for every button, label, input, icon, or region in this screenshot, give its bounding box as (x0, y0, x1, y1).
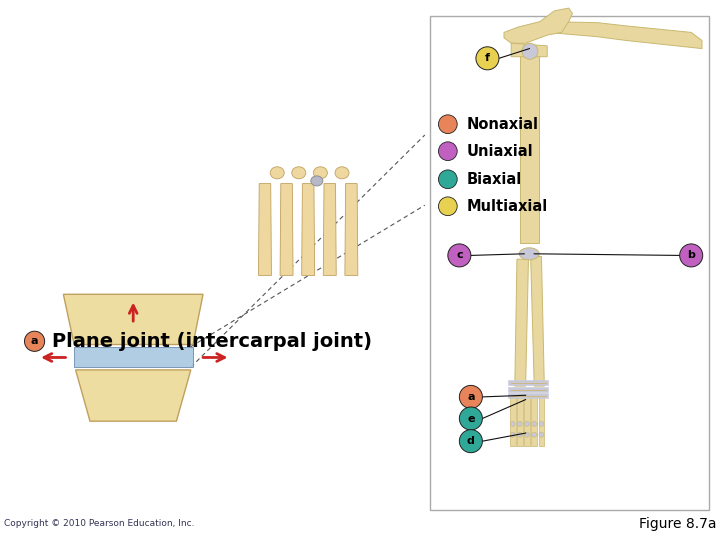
Circle shape (539, 432, 544, 437)
Text: a: a (31, 336, 38, 346)
Bar (430, 16, 709, 510)
Polygon shape (526, 22, 702, 49)
Circle shape (438, 142, 457, 160)
Circle shape (522, 43, 538, 59)
Ellipse shape (292, 167, 306, 179)
Polygon shape (515, 259, 528, 386)
Circle shape (459, 430, 482, 453)
Ellipse shape (311, 176, 323, 186)
Circle shape (476, 47, 499, 70)
Circle shape (518, 432, 522, 437)
Polygon shape (74, 347, 193, 367)
Ellipse shape (335, 167, 349, 179)
Circle shape (518, 421, 522, 427)
Text: f: f (485, 53, 490, 63)
Circle shape (525, 432, 529, 437)
Polygon shape (539, 397, 544, 445)
Text: a: a (467, 392, 474, 402)
Text: Copyright © 2010 Pearson Education, Inc.: Copyright © 2010 Pearson Education, Inc. (4, 519, 194, 528)
Circle shape (532, 421, 536, 427)
Circle shape (510, 432, 515, 437)
Circle shape (459, 407, 482, 430)
Ellipse shape (313, 167, 328, 179)
Polygon shape (280, 184, 293, 275)
Text: Multiaxial: Multiaxial (467, 199, 548, 214)
Polygon shape (323, 184, 336, 275)
Text: Figure 8.7a: Figure 8.7a (639, 517, 716, 531)
Polygon shape (520, 54, 539, 243)
Text: c: c (456, 251, 463, 260)
Text: Uniaxial: Uniaxial (467, 144, 534, 159)
Circle shape (510, 421, 515, 427)
Circle shape (438, 170, 457, 188)
Polygon shape (531, 256, 544, 386)
Polygon shape (531, 397, 537, 445)
Text: d: d (467, 436, 474, 446)
Polygon shape (63, 294, 203, 345)
Circle shape (459, 386, 482, 408)
Polygon shape (258, 184, 271, 275)
Polygon shape (345, 184, 358, 275)
Circle shape (532, 432, 536, 437)
Text: Plane joint (intercarpal joint): Plane joint (intercarpal joint) (52, 332, 372, 351)
Text: b: b (688, 251, 695, 260)
Ellipse shape (270, 167, 284, 179)
Polygon shape (510, 397, 516, 445)
Polygon shape (302, 184, 315, 275)
Ellipse shape (519, 248, 539, 260)
Polygon shape (517, 397, 523, 445)
Text: e: e (467, 414, 474, 423)
Circle shape (525, 421, 529, 427)
Circle shape (438, 115, 457, 133)
Circle shape (438, 197, 457, 215)
Text: Nonaxial: Nonaxial (467, 117, 539, 132)
Polygon shape (504, 8, 572, 43)
Circle shape (539, 421, 544, 427)
Circle shape (24, 331, 45, 352)
Circle shape (448, 244, 471, 267)
Polygon shape (524, 397, 530, 445)
Polygon shape (511, 43, 547, 57)
Text: Biaxial: Biaxial (467, 172, 522, 187)
Polygon shape (76, 370, 191, 421)
Circle shape (680, 244, 703, 267)
